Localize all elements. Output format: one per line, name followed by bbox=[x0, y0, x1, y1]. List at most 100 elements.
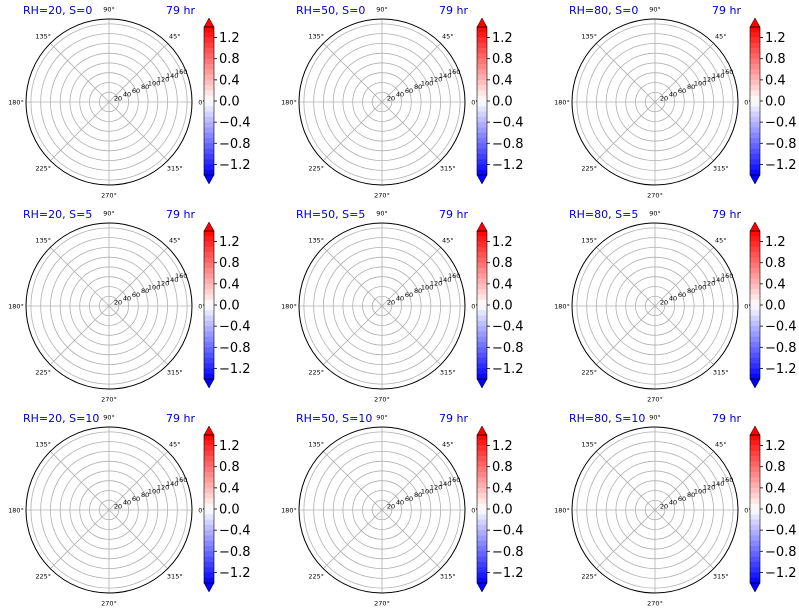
colorbar-tick-label: 1.2 bbox=[219, 235, 240, 250]
colorbar-segment bbox=[477, 373, 487, 380]
colorbar-segment bbox=[477, 326, 487, 332]
colorbar-segment bbox=[204, 37, 214, 44]
angle-tick-label: 45° bbox=[442, 237, 454, 245]
colorbar-segment bbox=[750, 342, 760, 348]
angle-tick-label: 135° bbox=[35, 237, 51, 245]
angle-tick-label: 90° bbox=[103, 414, 115, 422]
colorbar-segment bbox=[750, 368, 760, 375]
colorbar-tick-label: 0.8 bbox=[765, 256, 786, 271]
colorbar-segment bbox=[477, 347, 487, 353]
radial-tick-label: 160 bbox=[175, 476, 187, 484]
colorbar-segment bbox=[204, 342, 214, 348]
colorbar-segment bbox=[750, 231, 760, 237]
angle-tick-label: 270° bbox=[647, 192, 663, 200]
colorbar-segment bbox=[204, 90, 214, 97]
angular-grid-line bbox=[381, 43, 441, 103]
colorbar-tick-label: −1.2 bbox=[765, 158, 797, 173]
colorbar-segment bbox=[477, 477, 487, 483]
colorbar-segment bbox=[750, 257, 760, 264]
colorbar-segment bbox=[204, 85, 214, 91]
colorbar-segment bbox=[477, 524, 487, 531]
colorbar-segment bbox=[477, 514, 487, 520]
colorbar-tick-label: 0.0 bbox=[765, 299, 786, 314]
colorbar-tick-label: 0.4 bbox=[492, 277, 513, 292]
angular-grid-line bbox=[323, 43, 383, 103]
colorbar-tick-label: 0.4 bbox=[765, 481, 786, 496]
angle-tick-label: 135° bbox=[581, 441, 597, 449]
colorbar-segment bbox=[477, 122, 487, 128]
angle-tick-label: 45° bbox=[442, 33, 454, 41]
colorbar-tick-label: 1.2 bbox=[219, 439, 240, 454]
colorbar-tick-label: 0.4 bbox=[492, 481, 513, 496]
colorbar-segment bbox=[204, 27, 214, 33]
polar-spine bbox=[298, 18, 466, 186]
colorbar-segment bbox=[477, 69, 487, 75]
colorbar-segment bbox=[204, 111, 214, 118]
colorbar-segment bbox=[204, 64, 214, 70]
colorbar-segment bbox=[477, 111, 487, 118]
radial-tick-label: 160 bbox=[721, 272, 733, 280]
colorbar-segment bbox=[477, 519, 487, 526]
colorbar-segment bbox=[750, 236, 760, 242]
colorbar-segment bbox=[204, 503, 214, 510]
colorbar-extend-min bbox=[749, 378, 761, 389]
colorbar-tick-label: −1.2 bbox=[219, 566, 251, 581]
colorbar-tick-label: −1.2 bbox=[492, 158, 524, 173]
colorbar-tick-label: −1.2 bbox=[492, 362, 524, 377]
angle-tick-label: 0° bbox=[744, 99, 751, 107]
colorbar-extend-max bbox=[203, 17, 215, 28]
colorbar-segment bbox=[750, 159, 760, 165]
colorbar-segment bbox=[204, 514, 214, 520]
angle-tick-label: 90° bbox=[649, 210, 661, 218]
radial-tick-label: 160 bbox=[175, 272, 187, 280]
colorbar-segment bbox=[750, 315, 760, 322]
colorbar-segment bbox=[750, 246, 760, 253]
colorbar-segment bbox=[750, 122, 760, 128]
colorbar-tick-label: 0.8 bbox=[765, 460, 786, 475]
colorbar-segment bbox=[750, 556, 760, 563]
colorbar-segment bbox=[750, 273, 760, 279]
colorbar: 1.2 0.8 0.4 0.0 −0.4 −0.8 −1.2 bbox=[749, 221, 797, 389]
colorbar-tick-label: 0.4 bbox=[765, 73, 786, 88]
colorbar-segment bbox=[750, 331, 760, 338]
colorbar-segment bbox=[204, 138, 214, 144]
angle-tick-label: 0° bbox=[198, 303, 205, 311]
colorbar-segment bbox=[750, 27, 760, 33]
colorbar-segment bbox=[750, 252, 760, 258]
colorbar-segment bbox=[204, 535, 214, 542]
angle-tick-label: 270° bbox=[374, 396, 390, 404]
radial-tick-label: 160 bbox=[448, 476, 460, 484]
colorbar-segment bbox=[750, 132, 760, 139]
colorbar-tick-label: −0.4 bbox=[765, 116, 797, 131]
colorbar-segment bbox=[204, 69, 214, 75]
colorbar-segment bbox=[204, 315, 214, 322]
colorbar-segment bbox=[477, 42, 487, 49]
angular-grid-line bbox=[381, 509, 441, 569]
colorbar-segment bbox=[477, 53, 487, 60]
colorbar-segment bbox=[204, 482, 214, 489]
colorbar-segment bbox=[750, 561, 760, 568]
angle-tick-label: 90° bbox=[649, 414, 661, 422]
angle-tick-label: 225° bbox=[308, 368, 324, 376]
radial-tick-label: 40 bbox=[669, 91, 677, 99]
colorbar-segment bbox=[204, 440, 214, 446]
panel-title-right: 79 hr bbox=[439, 4, 468, 17]
panel-title-right: 79 hr bbox=[712, 208, 741, 221]
angle-tick-label: 90° bbox=[103, 210, 115, 218]
angular-grid-line bbox=[323, 509, 383, 569]
colorbar-segment bbox=[204, 262, 214, 269]
colorbar-tick-label: −1.2 bbox=[765, 362, 797, 377]
colorbar-segment bbox=[204, 461, 214, 468]
colorbar-segment bbox=[204, 48, 214, 54]
radial-tick-label: 40 bbox=[123, 91, 131, 99]
colorbar-tick-label: −1.2 bbox=[492, 566, 524, 581]
colorbar-segment bbox=[204, 577, 214, 584]
colorbar-tick-label: 0.8 bbox=[219, 52, 240, 67]
angular-grid-line bbox=[108, 305, 168, 365]
colorbar-segment bbox=[204, 498, 214, 505]
colorbar-segment bbox=[204, 435, 214, 441]
colorbar-tick-label: −0.8 bbox=[492, 341, 524, 356]
colorbar-segment bbox=[477, 336, 487, 343]
angle-tick-label: 270° bbox=[647, 396, 663, 404]
